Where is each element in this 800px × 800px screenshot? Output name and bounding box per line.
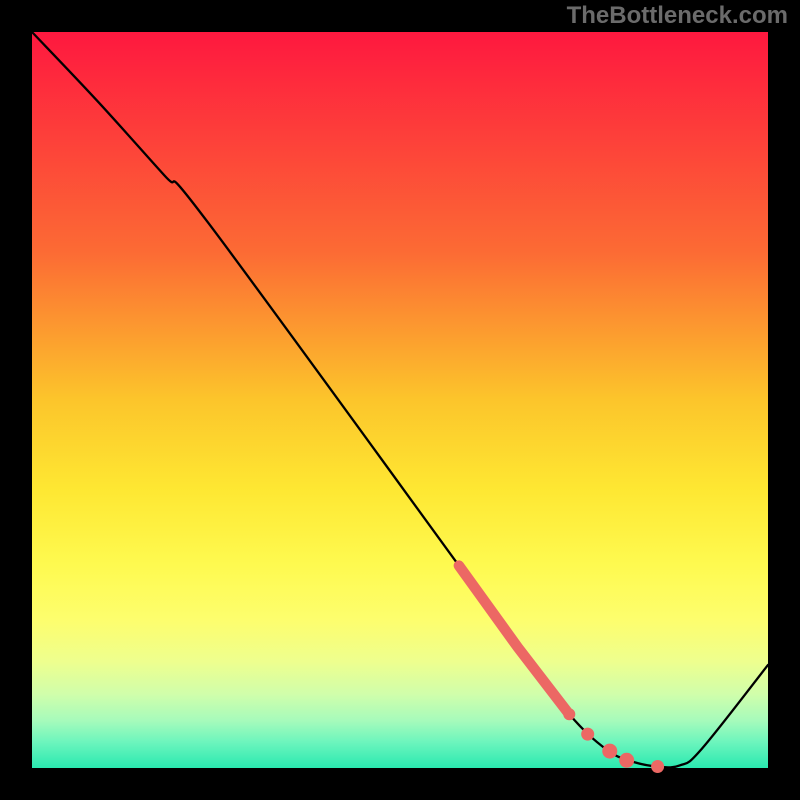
marker-dot [602, 744, 617, 759]
chart-background [32, 32, 768, 768]
marker-dot [581, 728, 594, 741]
marker-dot [619, 753, 634, 768]
marker-dot [651, 760, 664, 773]
chart-container: TheBottleneck.com [0, 0, 800, 800]
chart-svg [0, 0, 800, 800]
marker-dot [563, 708, 575, 720]
watermark-text: TheBottleneck.com [567, 2, 788, 30]
